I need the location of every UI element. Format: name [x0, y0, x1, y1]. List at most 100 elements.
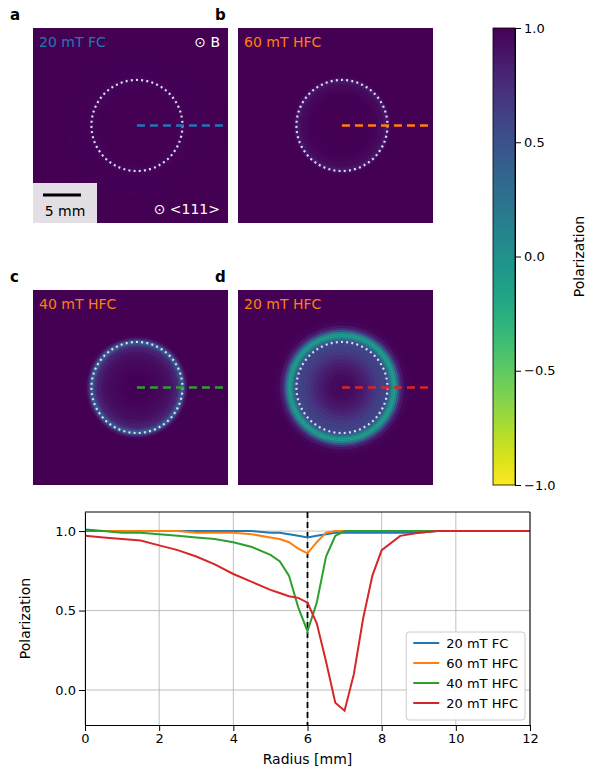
colorbar-tick: 0.5 [515, 135, 545, 150]
reference-line [307, 512, 309, 725]
x-tick-mark [85, 725, 86, 731]
axis-annotation: ⊙ <111> [154, 201, 220, 217]
x-tick: 2 [156, 725, 164, 746]
y-tick: 1.0 [55, 524, 85, 539]
colorbar-tick-label: −0.5 [524, 363, 556, 378]
legend-swatch [413, 642, 439, 644]
panel-title: 60 mT HFC [244, 34, 321, 50]
x-tick-label: 8 [378, 731, 386, 746]
colorbar-axis: 1.0 0.5 0.0 −0.5 −1.0 [515, 21, 556, 493]
x-axis-title: Radius [mm] [263, 751, 353, 767]
map-ring [46, 296, 228, 478]
y-tick-label: 0.0 [55, 683, 76, 698]
grid-line-x [381, 512, 382, 725]
grid-line-x [307, 512, 308, 725]
plot-area [85, 512, 530, 725]
frame-top [85, 512, 530, 513]
profile-cut-line [342, 386, 433, 389]
y-tick: 0.5 [55, 603, 85, 618]
x-axis: 0 2 4 6 8 10 12 [81, 725, 538, 746]
x-tick: 0 [81, 725, 89, 746]
legend-label: 60 mT HFC [446, 656, 518, 671]
legend-swatch [413, 682, 439, 684]
profile-cut-line [137, 124, 228, 127]
map-background [238, 290, 433, 485]
map-panel [33, 290, 228, 485]
colorbar-tick-label: 1.0 [524, 21, 545, 36]
map-background [33, 290, 228, 485]
colorbar-tick: −0.5 [515, 363, 556, 378]
y-axis: 0.0 0.5 1.0 [55, 513, 85, 726]
x-tick-label: 4 [230, 731, 238, 746]
y-tick-label: 1.0 [55, 524, 76, 539]
colorbar-title: Polarization [571, 216, 587, 297]
y-tick: 0.0 [55, 683, 85, 698]
x-tick-mark [233, 725, 234, 731]
legend-box [406, 632, 525, 720]
y-tick-mark [79, 531, 85, 532]
colorbar-tick-mark [515, 257, 521, 258]
colorbar-tick-label: 0.5 [524, 135, 545, 150]
x-tick-mark [530, 725, 531, 731]
panel-letter: c [10, 268, 19, 286]
map-ring [251, 296, 433, 478]
y-tick-label: 0.5 [55, 603, 76, 618]
series-line [85, 531, 530, 631]
panel-title: 20 mT FC [39, 34, 106, 50]
scale-bar [43, 194, 81, 197]
grid-line-x [233, 512, 234, 725]
map-panel [238, 28, 433, 223]
colorbar-tick-mark [515, 371, 521, 372]
legend-label: 20 mT FC [446, 636, 508, 651]
map-ring [63, 314, 211, 462]
x-tick-label: 6 [304, 731, 312, 746]
grid-line-x [159, 512, 160, 725]
profile-cut-line [342, 124, 433, 127]
panel-title: 40 mT HFC [39, 296, 116, 312]
colorbar [493, 28, 515, 485]
map-background [33, 28, 228, 223]
colorbar-tick: 1.0 [515, 21, 545, 36]
colorbar-tick-label: −1.0 [524, 478, 556, 493]
x-tick-label: 2 [156, 731, 164, 746]
x-tick: 12 [522, 725, 539, 746]
grid-line-x [530, 512, 531, 725]
field-annotation: ⊙ B [194, 34, 220, 50]
x-tick-label: 10 [448, 731, 465, 746]
panel-title: 20 mT HFC [244, 296, 321, 312]
grid-line-x [85, 512, 86, 725]
scale-bar-label: 5 mm [45, 203, 86, 219]
x-tick-mark [159, 725, 160, 731]
colorbar-tick-mark [515, 142, 521, 143]
x-tick-mark [308, 725, 309, 731]
panel-letter: b [215, 6, 226, 24]
scale-bar-box [33, 183, 97, 223]
legend-label: 40 mT HFC [446, 676, 518, 691]
x-tick-label: 12 [522, 731, 539, 746]
legend: 20 mT FC60 mT HFC40 mT HFC20 mT HFC [406, 632, 525, 720]
x-tick: 4 [230, 725, 238, 746]
x-tick-mark [382, 725, 383, 731]
colorbar-tick-mark [515, 485, 521, 486]
series-line [85, 531, 530, 711]
colorbar-tick: 0.0 [515, 249, 545, 264]
map-ring [63, 52, 211, 200]
panel-letter: a [10, 6, 20, 24]
map-panel [33, 28, 228, 223]
frame-right [530, 512, 531, 725]
x-tick: 8 [378, 725, 386, 746]
x-tick: 6 [304, 725, 312, 746]
y-tick-mark [79, 690, 85, 691]
map-panel [238, 290, 433, 485]
x-tick-label: 0 [81, 731, 89, 746]
map-ring [251, 34, 433, 216]
grid [85, 512, 530, 725]
colorbar-tick-label: 0.0 [524, 249, 545, 264]
legend-swatch [413, 662, 439, 664]
map-background [238, 28, 433, 223]
y-axis-line [85, 513, 86, 726]
y-tick-mark [79, 611, 85, 612]
profile-cut-line [137, 386, 228, 389]
x-tick: 10 [448, 725, 465, 746]
y-axis-title: Polarization [17, 578, 33, 659]
